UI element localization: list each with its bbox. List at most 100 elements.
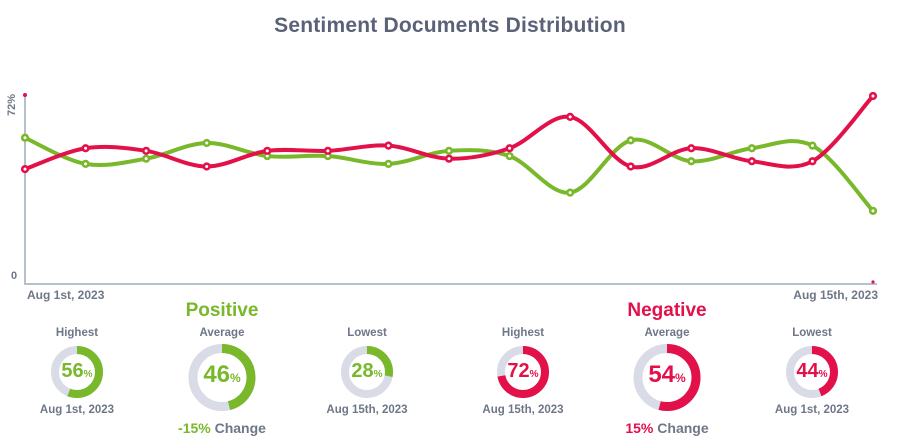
donut-progress-arc (188, 344, 256, 411)
data-point-center (810, 159, 814, 163)
donut-progress-arc (341, 346, 393, 398)
data-point-center (871, 94, 875, 98)
donut-value: 44% (786, 346, 838, 398)
series-line-positive (23, 135, 875, 213)
stat-card-positive-lowest: Lowest 28% Aug 15th, 2023 (297, 300, 437, 448)
stat-date: Aug 15th, 2023 (482, 404, 564, 416)
stat-date: Aug 1st, 2023 (39, 404, 115, 416)
donut-gauge: 44% (786, 346, 838, 398)
donut-progress-arc (51, 346, 103, 398)
data-point-center (568, 191, 572, 195)
data-point-center (265, 149, 269, 153)
data-point-center (23, 167, 27, 171)
donut-progress-arc (786, 346, 838, 398)
data-point-center (84, 146, 88, 150)
donut-gauge: 72% (497, 346, 549, 398)
donut-ring (633, 344, 701, 411)
data-point-center (326, 154, 330, 158)
percent-sign: % (373, 369, 383, 380)
data-point-center (871, 209, 875, 213)
percent-sign: % (230, 371, 241, 385)
stat-card-negative-lowest: Lowest 44% Aug 1st, 2023 (742, 300, 882, 448)
page-title: Sentiment Documents Distribution (274, 14, 626, 37)
change-word: Change (657, 420, 709, 436)
change-word: Change (214, 420, 266, 436)
data-point-center (205, 165, 209, 168)
data-point-center (689, 146, 693, 150)
donut-ring (786, 346, 838, 398)
data-point-center (265, 154, 269, 158)
donut-gauge: 28% (341, 346, 393, 398)
negative-heading: Negative (627, 300, 707, 321)
stat-value: 46 (203, 361, 231, 388)
donut-progress-arc (633, 344, 701, 411)
stat-card-positive-average: Positive Average 46% -15% Change (152, 300, 292, 448)
data-point-center (447, 149, 451, 153)
stat-value: 56 (61, 360, 84, 382)
x-axis-end-label: Aug 15th, 2023 (793, 288, 878, 302)
data-point-center (750, 146, 754, 150)
data-point-center (144, 149, 148, 153)
percent-sign: % (818, 369, 828, 380)
data-point-center (568, 115, 572, 119)
stat-value: 28 (351, 360, 374, 382)
stat-value: 72 (507, 360, 530, 382)
data-point-center (508, 154, 512, 158)
y-axis-min-label: 0 (11, 270, 18, 282)
donut-ring (51, 346, 103, 398)
donut-gauge: 46% (188, 344, 256, 411)
stat-card-positive-highest: Highest 56% Aug 1st, 2023 (7, 300, 147, 448)
donut-value: 54% (634, 344, 701, 411)
stat-change: -15% Change (140, 420, 304, 436)
stat-label: Average (199, 327, 245, 339)
donut-ring (188, 344, 256, 411)
donut-value: 72% (497, 346, 549, 398)
percent-sign: % (529, 369, 539, 380)
data-point-center (629, 138, 633, 142)
data-point-center (689, 159, 693, 163)
donut-gauge: 56% (51, 346, 103, 398)
data-point-center (144, 157, 148, 161)
change-value: -15% (178, 420, 211, 436)
series-line-negative (23, 94, 875, 172)
donut-gauge: 54% (633, 344, 701, 411)
stat-date: Aug 15th, 2023 (326, 404, 408, 416)
y-axis-max-label: 72% (6, 93, 18, 117)
stat-card-negative-highest: Highest 72% Aug 15th, 2023 (453, 300, 593, 448)
stat-label: Highest (501, 327, 545, 339)
data-point-center (326, 149, 330, 153)
stat-value: 54 (648, 361, 676, 388)
donut-value: 46% (189, 344, 256, 411)
stat-change: 15% Change (585, 420, 749, 436)
data-point-center (447, 157, 451, 161)
donut-value: 28% (341, 346, 393, 398)
axis-lines (24, 95, 877, 285)
y-axis-max-dot (23, 93, 27, 97)
data-point-center (629, 165, 633, 168)
x-axis-start-label: Aug 1st, 2023 (27, 288, 105, 302)
percent-sign: % (83, 369, 93, 380)
line-chart-canvas (20, 91, 878, 285)
stat-label: Average (644, 327, 690, 339)
stat-date: Aug 1st, 2023 (774, 404, 850, 416)
donut-ring (497, 346, 549, 398)
x-axis-end-dot (871, 280, 875, 284)
change-value: 15% (625, 420, 654, 436)
data-point-center (23, 136, 27, 140)
positive-heading: Positive (185, 300, 259, 321)
stat-label: Highest (55, 327, 99, 339)
donut-ring (341, 346, 393, 398)
donut-progress-arc (497, 346, 549, 398)
data-point-center (386, 144, 390, 148)
data-point-center (508, 146, 512, 150)
data-point-center (205, 141, 209, 145)
stat-label: Lowest (792, 327, 832, 339)
stat-label: Lowest (347, 327, 387, 339)
data-point-center (84, 162, 88, 166)
data-point-center (386, 162, 390, 166)
stat-value: 44 (796, 360, 819, 382)
donut-value: 56% (51, 346, 103, 398)
data-point-center (750, 159, 754, 163)
stat-card-negative-average: Negative Average 54% 15% Change (597, 300, 737, 448)
data-point-center (810, 144, 814, 148)
